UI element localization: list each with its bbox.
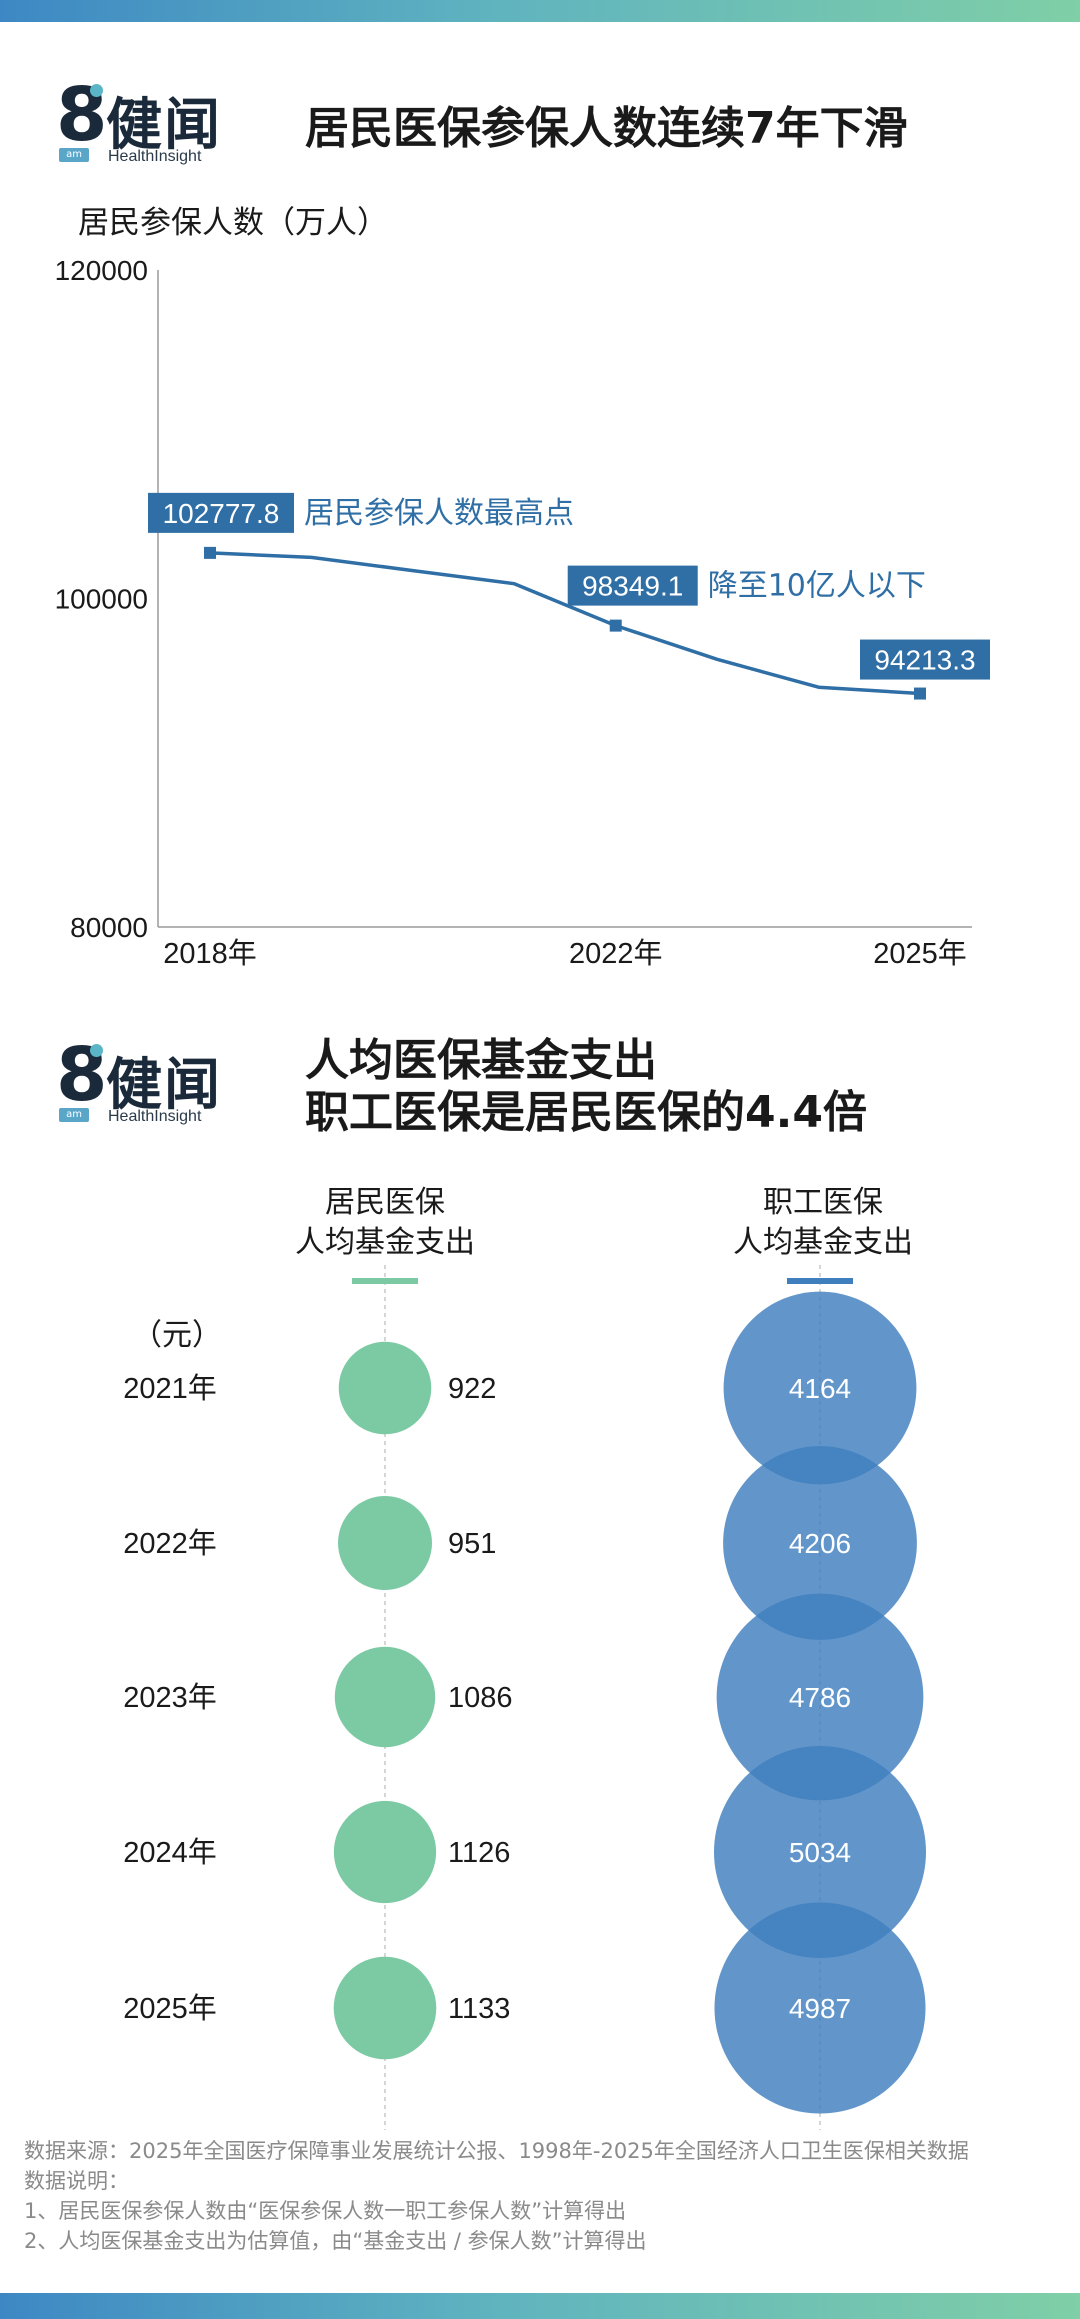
employee-value-label: 4786: [789, 1682, 851, 1713]
employee-bubble: [723, 1446, 917, 1640]
employee-value-label: 4164: [789, 1373, 851, 1404]
bottom-gradient-bar: [0, 2293, 1080, 2319]
resident-header-line2: 人均基金支出: [295, 1225, 475, 1260]
year-label: 2023年: [123, 1681, 217, 1714]
logo-en: HealthInsight: [108, 148, 202, 165]
logo-name: 健闻: [106, 93, 222, 158]
employee-header-bar: [787, 1278, 853, 1284]
resident-value-label: 1086: [448, 1682, 513, 1714]
annotation-text: 居民参保人数最高点: [304, 496, 574, 531]
resident-bubble: [333, 1800, 437, 1904]
value-label-box: [567, 565, 698, 606]
x-tick-label: 2018年: [163, 937, 257, 970]
y-tick-label: 120000: [55, 255, 148, 286]
chart2-title-line2: 职工医保是居民医保的4.4倍: [305, 1087, 867, 1138]
annotation-text: 降至10亿人以下: [708, 569, 926, 604]
brand-logo: 8 am 健闻 HealthInsight: [56, 72, 256, 170]
y-tick-label: 80000: [70, 912, 148, 943]
source-note: 数据来源：2025年全国医疗保障事业发展统计公报、1998年-2025年全国经济…: [24, 2139, 969, 2163]
x-tick-label: 2022年: [569, 937, 663, 970]
resident-column-header: 居民医保 人均基金支出: [255, 1183, 515, 1263]
employee-header-line1: 职工医保: [763, 1185, 883, 1220]
y-tick-label: 100000: [55, 584, 148, 615]
note-1: 1、居民医保参保人数由“医保参保人数一职工参保人数”计算得出: [24, 2199, 627, 2223]
year-label: 2022年: [123, 1527, 217, 1560]
resident-value-label: 1133: [448, 1993, 510, 2025]
x-tick-label: 2025年: [873, 937, 967, 970]
note-2: 2、人均医保基金支出为估算值，由“基金支出 / 参保人数”计算得出: [24, 2229, 647, 2253]
resident-bubble: [338, 1341, 432, 1435]
resident-header-line1: 居民医保: [325, 1185, 445, 1220]
footnotes: 数据来源：2025年全国医疗保障事业发展统计公报、1998年-2025年全国经济…: [24, 2136, 969, 2256]
resident-value-label: 922: [448, 1373, 496, 1405]
year-label: 2021年: [123, 1372, 217, 1405]
explain-note: 数据说明：: [24, 2169, 129, 2193]
employee-bubble: [723, 1291, 917, 1485]
employee-bubble: [716, 1593, 924, 1801]
employee-value-label: 4206: [789, 1528, 851, 1559]
logo-badge: am: [59, 1108, 89, 1122]
employee-value-label: 5034: [789, 1837, 851, 1868]
resident-bubble: [334, 1646, 436, 1748]
chart2-title: 人均医保基金支出 职工医保是居民医保的4.4倍: [305, 1035, 867, 1139]
line-chart: 80000 100000 120000 2018年 2022年 2025年 102777.8…: [55, 255, 990, 970]
employee-value-label: 4987: [789, 1993, 851, 2024]
chart1-title: 居民医保参保人数连续7年下滑: [305, 103, 908, 154]
logo-dot: [90, 84, 103, 97]
logo-en: HealthInsight: [108, 1108, 202, 1125]
resident-bubble: [333, 1956, 437, 2060]
resident-value-label: 1126: [448, 1837, 510, 1869]
resident-bubble: [338, 1496, 432, 1590]
brand-logo-2: 8 am 健闻 HealthInsight: [56, 1032, 256, 1130]
chart1-ylabel: 居民参保人数（万人）: [78, 205, 388, 241]
data-point-marker: [609, 619, 622, 632]
value-label: 94213.3: [874, 645, 975, 676]
unit-label: （元）: [132, 1318, 222, 1353]
value-label: 98349.1: [582, 571, 683, 602]
top-gradient-bar: [0, 0, 1080, 22]
logo-name: 健闻: [106, 1053, 222, 1118]
data-point-marker: [204, 546, 216, 559]
value-label-box: [860, 639, 990, 680]
logo-badge: am: [59, 148, 89, 162]
employee-header-line2: 人均基金支出: [733, 1225, 913, 1260]
value-label-box: [148, 492, 294, 533]
resident-header-bar: [352, 1278, 418, 1284]
employee-bubble: [714, 1746, 926, 1958]
year-label: 2024年: [123, 1836, 217, 1869]
employee-bubble: [714, 1902, 926, 2114]
series-line: [209, 551, 921, 696]
chart2-title-line1: 人均医保基金支出: [305, 1035, 657, 1086]
resident-value-label: 951: [448, 1528, 496, 1560]
data-point-marker: [914, 687, 926, 700]
employee-column-header: 职工医保 人均基金支出: [693, 1183, 953, 1263]
value-label: 102777.8: [163, 498, 280, 529]
logo-dot: [90, 1044, 103, 1057]
year-label: 2025年: [123, 1992, 217, 2025]
